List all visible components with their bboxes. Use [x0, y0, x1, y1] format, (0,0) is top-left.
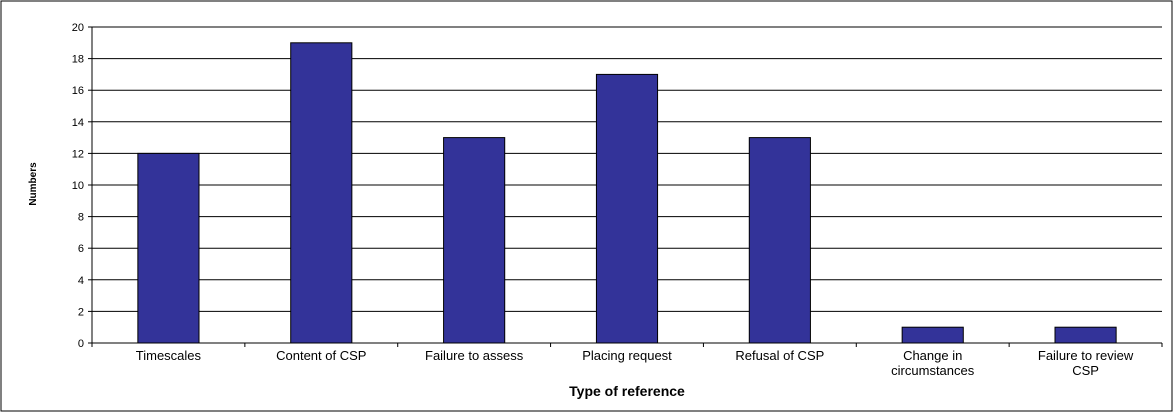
x-tick-label: Placing request: [582, 348, 672, 363]
x-tick-label: Timescales: [136, 348, 202, 363]
axes: [91, 27, 1163, 347]
x-tick-label-line: Failure to assess: [425, 348, 524, 363]
y-tick-label: 12: [72, 148, 84, 160]
bar: [290, 42, 353, 344]
bar: [595, 73, 659, 344]
x-tick-label-line: circumstances: [891, 363, 975, 378]
y-tick-label: 0: [78, 338, 84, 350]
x-axis-title: Type of reference: [569, 383, 685, 399]
bar: [748, 137, 811, 344]
y-tick-label: 6: [78, 243, 84, 255]
x-tick-label: Refusal of CSP: [735, 348, 824, 363]
bar: [1054, 326, 1117, 344]
bar: [443, 137, 506, 344]
x-tick-label-line: Timescales: [136, 348, 202, 363]
bar: [901, 326, 964, 344]
x-tick-label-line: Refusal of CSP: [735, 348, 824, 363]
y-tick-label: 8: [78, 212, 84, 224]
bar: [137, 152, 200, 344]
x-tick-label: Change in circumstances: [891, 348, 975, 378]
y-tick-label: 20: [72, 22, 84, 34]
y-axis-title: Numbers: [28, 162, 39, 206]
y-tick-label: 4: [78, 275, 84, 287]
x-tick-label-line: Placing request: [582, 348, 672, 363]
y-tick-labels: 0 2 4 6 8 10 12 14 16 18 20: [72, 22, 84, 350]
x-tick-label: Content of CSP: [276, 348, 366, 363]
x-tick-label-line: Change in: [903, 348, 962, 363]
y-tick-label: 2: [78, 306, 84, 318]
bars: [137, 42, 1117, 344]
x-tick-label: Failure to review CSP: [1038, 348, 1134, 378]
x-tick-label-line: CSP: [1072, 363, 1099, 378]
y-tick-label: 16: [72, 85, 84, 97]
x-tick-label-line: Content of CSP: [276, 348, 366, 363]
y-tick-label: 18: [72, 54, 84, 66]
x-tick-label: Failure to assess: [425, 348, 524, 363]
y-tick-label: 14: [72, 117, 84, 129]
x-tick-label-line: Failure to review: [1038, 348, 1134, 363]
y-tick-label: 10: [72, 180, 84, 192]
x-tick-labels: Timescales Content of CSP Failure to asses…: [136, 348, 1134, 378]
